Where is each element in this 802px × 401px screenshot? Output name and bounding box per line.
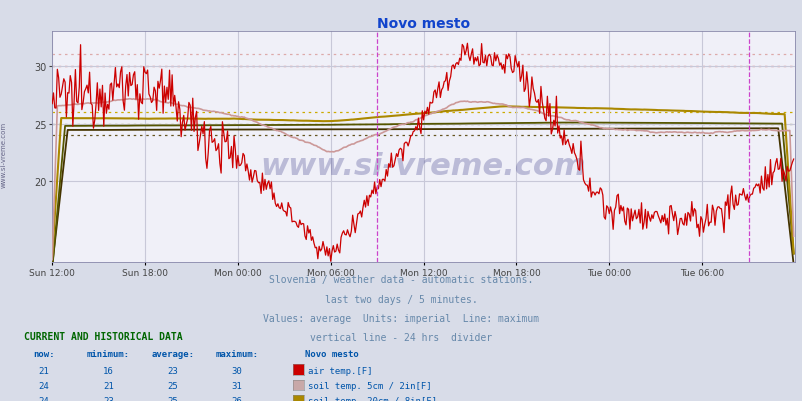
Text: Slovenia / weather data - automatic stations.: Slovenia / weather data - automatic stat…: [269, 275, 533, 285]
Text: 24: 24: [38, 381, 50, 390]
Text: 23: 23: [103, 396, 114, 401]
Text: www.si-vreme.com: www.si-vreme.com: [1, 122, 7, 187]
Text: 25: 25: [167, 381, 178, 390]
Text: minimum:: minimum:: [87, 349, 130, 358]
Text: average:: average:: [151, 349, 194, 358]
Text: 21: 21: [38, 366, 50, 375]
Text: 25: 25: [167, 396, 178, 401]
Text: soil temp. 5cm / 2in[F]: soil temp. 5cm / 2in[F]: [307, 381, 431, 390]
Text: soil temp. 20cm / 8in[F]: soil temp. 20cm / 8in[F]: [307, 396, 436, 401]
Text: maximum:: maximum:: [215, 349, 258, 358]
Text: 30: 30: [231, 366, 242, 375]
Text: 16: 16: [103, 366, 114, 375]
Text: 21: 21: [103, 381, 114, 390]
Text: CURRENT AND HISTORICAL DATA: CURRENT AND HISTORICAL DATA: [24, 331, 183, 341]
Text: 23: 23: [167, 366, 178, 375]
Text: now:: now:: [34, 349, 55, 358]
Text: Novo mesto: Novo mesto: [305, 349, 358, 358]
Text: last two days / 5 minutes.: last two days / 5 minutes.: [325, 294, 477, 304]
Text: 26: 26: [231, 396, 242, 401]
Text: 24: 24: [38, 396, 50, 401]
Text: vertical line - 24 hrs  divider: vertical line - 24 hrs divider: [310, 332, 492, 342]
Text: 31: 31: [231, 381, 242, 390]
Text: air temp.[F]: air temp.[F]: [307, 366, 371, 375]
Text: Values: average  Units: imperial  Line: maximum: Values: average Units: imperial Line: ma…: [263, 313, 539, 323]
Text: www.si-vreme.com: www.si-vreme.com: [261, 151, 585, 180]
Title: Novo mesto: Novo mesto: [377, 17, 469, 31]
